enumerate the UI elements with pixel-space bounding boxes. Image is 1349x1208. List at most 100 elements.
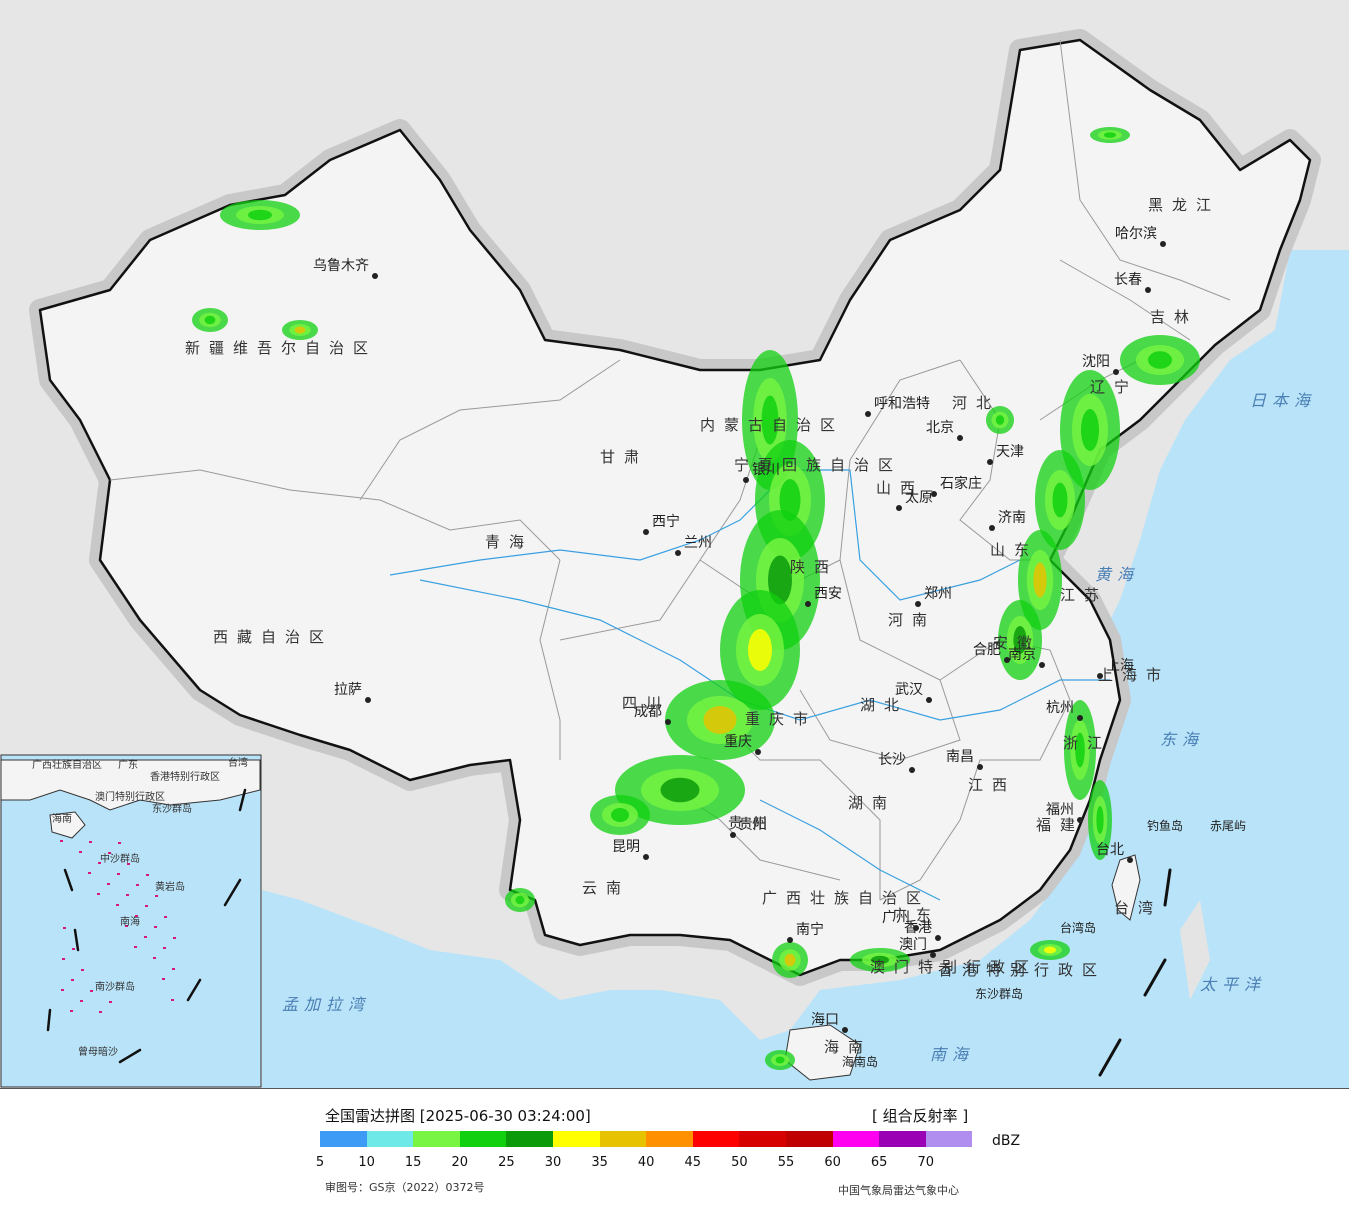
island-marker [116,904,119,906]
echo-core [871,955,889,965]
island-marker [89,841,92,843]
city-label: 澳门 [899,937,927,953]
city-marker [1097,673,1103,679]
island-marker [62,958,65,960]
city-label: 成都 [634,704,662,720]
island-marker [70,1010,73,1012]
city-marker [957,435,963,441]
island-marker [97,893,100,895]
island-marker [154,926,157,928]
sea-area [262,250,1349,1088]
province-label: 云南 [582,879,630,897]
scale-tick: 45 [684,1155,702,1170]
island-marker [118,842,121,844]
echo-core [768,555,792,605]
province-label: 上海市 [1098,666,1170,684]
island-marker [164,916,167,918]
province-label: 台湾 [1114,899,1162,917]
province-label: 江苏 [1060,586,1108,604]
map-canvas: 乌鲁木齐拉萨 西宁兰州 银川 呼和浩特北京天津石家庄太原济南郑州 西安成都重庆 武汉 合肥南… [0,29,1349,1088]
city-label: 南宁 [796,921,824,938]
island-marker [155,895,158,897]
city-label: 哈尔滨 [1115,226,1157,242]
city-label: 重庆 [724,734,752,750]
island-marker [63,927,66,929]
city-label: 天津 [996,444,1024,460]
city-marker [787,937,793,943]
city-label: 石家庄 [940,475,982,492]
island-marker [144,936,147,938]
island-marker [61,989,64,991]
city-marker [865,411,871,417]
echo-core [1075,732,1085,768]
sea-label: 孟加拉湾 [282,995,370,1014]
neighbour-land [1180,900,1210,1000]
island-marker [134,946,137,948]
city-label: 沈阳 [1082,354,1110,370]
city-label: 上海 [1106,658,1134,674]
inset-label: 广西壮族自治区 [32,758,102,771]
inset-label: 海南 [52,812,72,825]
sea-label: 南海 [930,1045,974,1064]
city-marker [989,525,995,531]
echo-core [515,895,525,905]
island-label: 东沙群岛 [975,986,1023,1001]
radar-map[interactable]: 乌鲁木齐 拉萨 西宁 兰州 银川 呼和浩特 北京 天津 石家庄 太原 济南 郑州 西安 成都 重庆 武汉 合肥南… [0,0,1349,1089]
echo-core [1148,351,1172,369]
scale-swatch [366,1131,414,1147]
island-label: 海南岛 [842,1054,878,1069]
taiwan-island [1111,854,1141,921]
city-marker [931,491,937,497]
scale-tick: 20 [451,1155,469,1170]
city-label: 郑州 [924,586,952,602]
echo-core [703,706,737,734]
island-marker [145,905,148,907]
island-marker [109,1001,112,1003]
province-label: 海南 [824,1038,872,1056]
province-label: 河南 [888,611,936,629]
city-marker [1077,715,1083,721]
city-marker [909,767,915,773]
province-label: 新疆维吾尔自治区 [185,339,377,357]
city-label: 济南 [998,510,1026,526]
echo-core [204,315,216,325]
city-marker [643,529,649,535]
scale-swatch [413,1131,460,1147]
island-marker [127,863,130,865]
city-marker [365,697,371,703]
scale-tick: 50 [731,1155,748,1170]
island-marker [162,978,165,980]
province-label: 四川 [622,694,670,712]
echo-core [1104,132,1116,138]
approval-number: 审图号：GS京（2022）0372号 [325,1181,485,1194]
province-label: 湖北 [860,696,908,714]
echo-core [995,415,1005,425]
inset-label: 中沙群岛 [100,852,140,865]
echo-core [748,629,772,671]
island-marker [171,999,174,1001]
inset-label: 香港特别行政区 [150,770,220,783]
island-marker [153,957,156,959]
scale-tick: 65 [870,1155,888,1170]
province-label: 辽宁 [1090,378,1138,396]
island-marker [136,884,139,886]
city-marker [915,601,921,607]
province-label: 吉林 [1150,308,1198,326]
city-label: 香港 [904,920,932,936]
province-borders [109,39,1231,901]
scale-tick: 55 [777,1155,795,1170]
echo-core [1013,626,1027,654]
city-marker [977,764,983,770]
city-label: 福州 [1046,802,1074,818]
province-label: 澳门特别行政区 [870,958,1038,976]
island-label: 钓鱼岛 [1147,818,1183,833]
echo-core [775,1056,785,1064]
city-markers: 乌鲁木齐拉萨 西宁兰州 银川 呼和浩特北京天津石家庄太原济南郑州 西安成都重庆 武汉 合肥南… [313,226,1166,1033]
city-label: 广州 [882,910,910,926]
province-label: 安徽 [993,634,1041,652]
city-marker [643,854,649,860]
city-marker [842,1027,848,1033]
inset-label: 黄岩岛 [155,880,185,893]
